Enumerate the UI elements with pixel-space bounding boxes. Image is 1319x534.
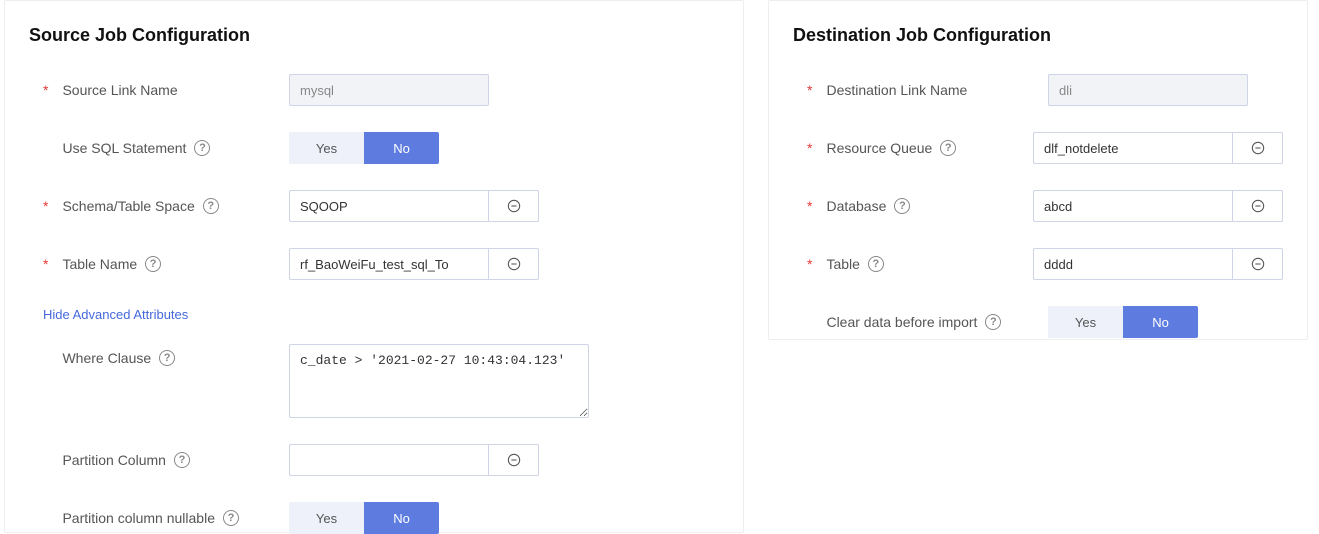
resource-queue-label: Resource Queue — [826, 140, 932, 156]
partition-clear-button[interactable] — [489, 444, 539, 476]
source-config-panel: Source Job Configuration * Source Link N… — [4, 0, 744, 533]
help-icon[interactable]: ? — [868, 256, 884, 272]
where-clause-row: * Where Clause ? — [29, 344, 719, 418]
dest-config-panel: Destination Job Configuration * Destinat… — [768, 0, 1308, 340]
help-icon[interactable]: ? — [894, 198, 910, 214]
required-star: * — [43, 256, 48, 272]
where-clause-textarea[interactable] — [289, 344, 589, 418]
database-label: Database — [826, 198, 886, 214]
partition-column-row: * Partition Column ? — [29, 444, 719, 476]
help-icon[interactable]: ? — [174, 452, 190, 468]
partition-nullable-no-option[interactable]: No — [364, 502, 439, 534]
table-clear-button[interactable] — [489, 248, 539, 280]
partition-nullable-toggle[interactable]: Yes No — [289, 502, 439, 534]
required-star: * — [43, 198, 48, 214]
resource-queue-input[interactable] — [1033, 132, 1233, 164]
clear-icon — [1251, 257, 1265, 271]
clear-data-toggle[interactable]: Yes No — [1048, 306, 1198, 338]
partition-column-input[interactable] — [289, 444, 489, 476]
required-star: * — [807, 82, 812, 98]
schema-label: Schema/Table Space — [62, 198, 194, 214]
where-clause-label: Where Clause — [62, 350, 151, 366]
dest-link-name-label: Destination Link Name — [826, 82, 967, 98]
schema-row: * Schema/Table Space ? — [29, 190, 719, 222]
use-sql-row: * Use SQL Statement ? Yes No — [29, 132, 719, 164]
clear-data-yes-option[interactable]: Yes — [1048, 306, 1123, 338]
source-link-name-row: * Source Link Name — [29, 74, 719, 106]
use-sql-label: Use SQL Statement — [62, 140, 186, 156]
schema-clear-button[interactable] — [489, 190, 539, 222]
required-star: * — [807, 256, 812, 272]
clear-icon — [507, 199, 521, 213]
required-star: * — [807, 140, 812, 156]
table-name-input[interactable] — [289, 248, 489, 280]
source-panel-title: Source Job Configuration — [29, 25, 719, 46]
help-icon[interactable]: ? — [985, 314, 1001, 330]
dest-link-name-input — [1048, 74, 1248, 106]
clear-icon — [1251, 199, 1265, 213]
required-star: * — [43, 82, 48, 98]
resource-queue-row: * Resource Queue ? — [793, 132, 1283, 164]
table-input[interactable] — [1033, 248, 1233, 280]
schema-input[interactable] — [289, 190, 489, 222]
database-input[interactable] — [1033, 190, 1233, 222]
use-sql-yes-option[interactable]: Yes — [289, 132, 364, 164]
use-sql-toggle[interactable]: Yes No — [289, 132, 439, 164]
required-star: * — [807, 198, 812, 214]
table-label: Table — [826, 256, 859, 272]
hide-advanced-link[interactable]: Hide Advanced Attributes — [43, 307, 188, 322]
partition-nullable-row: * Partition column nullable ? Yes No — [29, 502, 719, 534]
clear-data-no-option[interactable]: No — [1123, 306, 1198, 338]
help-icon[interactable]: ? — [223, 510, 239, 526]
partition-column-label: Partition Column — [62, 452, 166, 468]
source-link-name-label: Source Link Name — [62, 82, 177, 98]
dest-link-name-row: * Destination Link Name — [793, 74, 1283, 106]
table-clear-button[interactable] — [1233, 248, 1283, 280]
clear-data-label: Clear data before import — [826, 314, 977, 330]
help-icon[interactable]: ? — [203, 198, 219, 214]
help-icon[interactable]: ? — [940, 140, 956, 156]
partition-nullable-label: Partition column nullable — [62, 510, 215, 526]
help-icon[interactable]: ? — [159, 350, 175, 366]
clear-icon — [507, 453, 521, 467]
clear-icon — [507, 257, 521, 271]
table-name-row: * Table Name ? — [29, 248, 719, 280]
use-sql-no-option[interactable]: No — [364, 132, 439, 164]
clear-icon — [1251, 141, 1265, 155]
queue-clear-button[interactable] — [1233, 132, 1283, 164]
source-link-name-input — [289, 74, 489, 106]
help-icon[interactable]: ? — [194, 140, 210, 156]
database-row: * Database ? — [793, 190, 1283, 222]
help-icon[interactable]: ? — [145, 256, 161, 272]
database-clear-button[interactable] — [1233, 190, 1283, 222]
table-name-label: Table Name — [62, 256, 137, 272]
dest-panel-title: Destination Job Configuration — [793, 25, 1283, 46]
partition-nullable-yes-option[interactable]: Yes — [289, 502, 364, 534]
table-row: * Table ? — [793, 248, 1283, 280]
clear-data-row: * Clear data before import ? Yes No — [793, 306, 1283, 338]
